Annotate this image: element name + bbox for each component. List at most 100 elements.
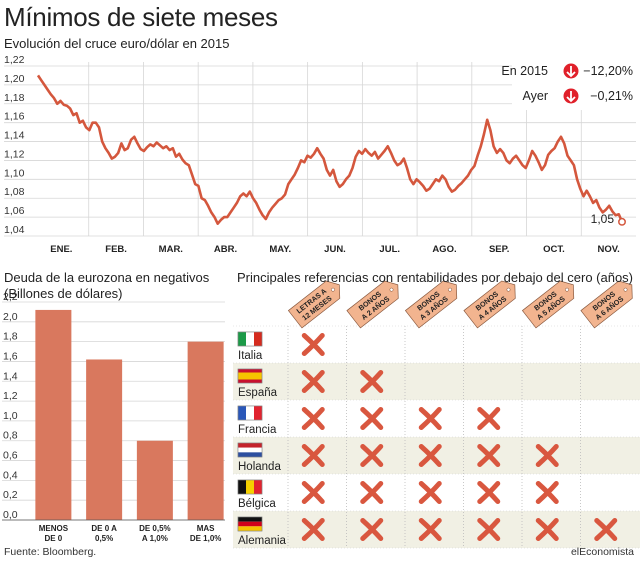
line-y-tick: 1,12 <box>4 148 25 160</box>
negative-yield-cross-icon <box>477 481 501 504</box>
tag-hole-icon <box>565 287 569 292</box>
bar <box>136 440 173 520</box>
debt-title-line1: Deuda de la eurozona en negativos <box>4 270 210 285</box>
country-label: Italia <box>238 350 263 362</box>
tag-shape <box>287 280 341 329</box>
tag-hole-icon <box>506 287 511 292</box>
flag-stripe <box>254 332 262 346</box>
line-x-tick: JUL. <box>379 244 400 255</box>
bar-y-tick: 2,0 <box>3 311 18 323</box>
negative-yield-cross-icon <box>360 481 384 504</box>
negative-yield-cross-icon <box>301 518 325 541</box>
bar-y-tick: 1,2 <box>3 390 18 402</box>
negative-yield-cross-icon <box>360 407 384 430</box>
bar <box>187 341 224 520</box>
tag-hole-icon <box>389 287 394 292</box>
tag-hole-icon <box>623 287 628 292</box>
debt-chart-title: Deuda de la eurozona en negativos (Billo… <box>4 270 229 302</box>
line-x-tick: MAY. <box>269 244 291 255</box>
bar-category-label: A 1,0% <box>142 534 168 543</box>
line-y-tick: 1,04 <box>4 224 25 236</box>
negative-yield-cross-icon <box>477 444 501 467</box>
flag-stripe <box>238 332 246 346</box>
negative-yield-cross-icon <box>594 518 618 541</box>
negative-yield-cross-icon <box>301 407 325 430</box>
bar-category-label: DE 0 <box>44 534 62 543</box>
flag-outline <box>237 516 263 532</box>
last-value-label: 1,05 <box>591 212 615 226</box>
flag-holanda-icon <box>237 442 263 458</box>
row-band <box>233 363 640 400</box>
change-annotations: En 2015 −12,20% Ayer −0,21% <box>501 58 636 110</box>
country-label: España <box>238 387 278 399</box>
bar-y-tick: 0,0 <box>3 509 18 521</box>
flag-stripe <box>238 521 262 527</box>
bar-category-label: 0,5% <box>95 534 113 543</box>
line-x-tick: FEB. <box>105 244 127 255</box>
tag-hole-icon <box>448 287 452 292</box>
flag-outline <box>237 442 263 458</box>
negative-yield-cross-icon <box>535 518 559 541</box>
bar-y-tick: 0,4 <box>3 469 18 481</box>
flag-stripe <box>246 480 254 494</box>
line-x-tick: OCT. <box>543 244 565 255</box>
negative-yield-cross-icon <box>360 370 384 393</box>
annotation-value: −0,21% <box>590 89 633 103</box>
line-x-tick: ENE. <box>50 244 72 255</box>
negative-yield-cross-icon <box>301 444 325 467</box>
down-arrow-glyph <box>566 91 576 103</box>
flag-stripe <box>238 372 262 380</box>
negative-yield-cross-icon <box>418 481 442 504</box>
debt-title-line2: (Billones de dólares) <box>4 286 123 301</box>
bar-y-tick: 0,6 <box>3 450 18 462</box>
bar-y-tick: 2,2 <box>3 291 18 303</box>
line-y-tick: 1,16 <box>4 111 25 123</box>
negative-yield-cross-icon <box>535 481 559 504</box>
bonds-table-title: Principales referencias con rentabilidad… <box>237 270 634 285</box>
flag-italia-icon <box>237 331 263 347</box>
line-x-tick: SEP. <box>489 244 509 255</box>
flag-stripe <box>254 480 262 494</box>
row-band <box>233 511 640 548</box>
annotation-label: Ayer <box>523 89 548 103</box>
bar-y-tick: 0,2 <box>3 489 18 501</box>
flag-stripe <box>238 447 262 453</box>
flag-outline <box>237 331 263 347</box>
line-y-tick: 1,18 <box>4 92 25 104</box>
eurusd-line <box>36 74 624 225</box>
line-x-tick: AGO. <box>432 244 456 255</box>
bar-y-tick: 1,0 <box>3 410 18 422</box>
chart-subtitle: Evolución del cruce euro/dólar en 2015 <box>4 36 230 51</box>
bar <box>86 359 123 520</box>
chart-title: Mínimos de siete meses <box>4 2 278 32</box>
flag-stripe <box>238 406 246 420</box>
annotation-label: En 2015 <box>501 64 548 78</box>
bar-y-tick: 1,8 <box>3 331 18 343</box>
flag-stripe <box>254 406 262 420</box>
annotation-value: −12,20% <box>583 64 633 78</box>
bar-y-tick: 1,4 <box>3 370 18 382</box>
bar-chart: 2,2 2,0 1,8 1,6 1,4 1,2 1,0 0,8 0,6 0,4 0,2 0,0 MENO… <box>2 291 225 543</box>
flag-stripe <box>238 379 262 383</box>
flag-outline <box>237 479 263 495</box>
flag-stripe <box>238 443 262 448</box>
bar <box>35 309 72 520</box>
country-label: Holanda <box>238 461 281 473</box>
negative-yield-cross-icon <box>360 444 384 467</box>
negative-yield-cross-icon <box>418 407 442 430</box>
bar-category-label: MAS <box>197 524 215 533</box>
bar-category-label: MENOS <box>39 524 69 533</box>
source-note: Fuente: Bloomberg. <box>4 546 97 558</box>
bar-y-tick: 0,8 <box>3 430 18 442</box>
negative-yield-cross-icon <box>477 407 501 430</box>
negative-yield-cross-icon <box>418 518 442 541</box>
country-label: Bélgica <box>238 498 276 510</box>
last-point-marker <box>618 217 626 226</box>
tag-hole-icon <box>331 287 335 292</box>
row-band <box>233 437 640 474</box>
line-y-tick: 1,22 <box>4 54 25 66</box>
tag-shape <box>580 280 633 329</box>
bar-category-label: DE 0,5% <box>139 524 171 533</box>
